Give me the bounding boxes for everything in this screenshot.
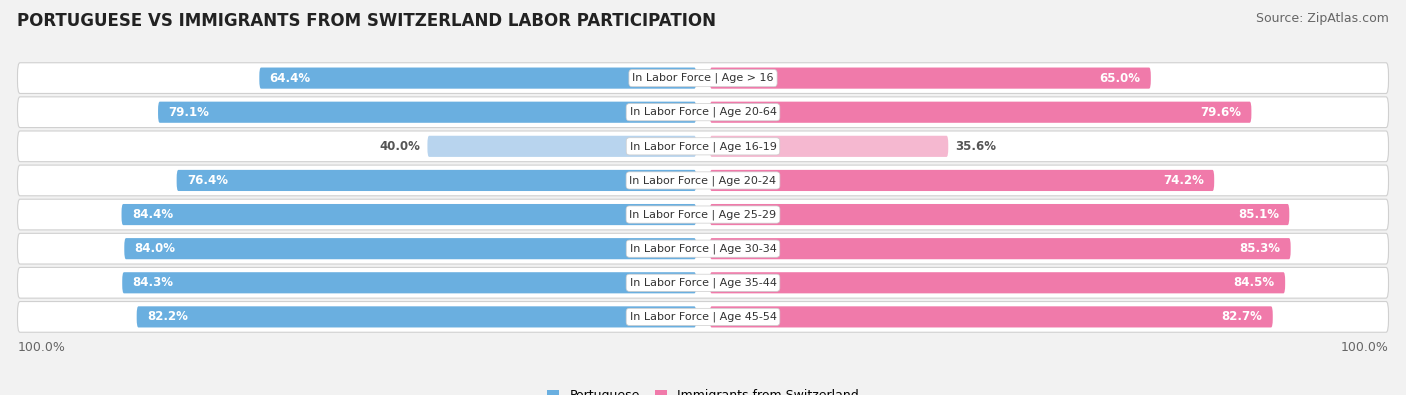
- Text: 64.4%: 64.4%: [270, 71, 311, 85]
- FancyBboxPatch shape: [710, 136, 948, 157]
- Text: 82.2%: 82.2%: [148, 310, 188, 324]
- Text: In Labor Force | Age 20-64: In Labor Force | Age 20-64: [630, 107, 776, 117]
- Text: In Labor Force | Age 45-54: In Labor Force | Age 45-54: [630, 312, 776, 322]
- FancyBboxPatch shape: [710, 170, 1215, 191]
- Text: 65.0%: 65.0%: [1099, 71, 1140, 85]
- FancyBboxPatch shape: [17, 97, 1389, 128]
- FancyBboxPatch shape: [122, 272, 696, 293]
- Text: 40.0%: 40.0%: [380, 140, 420, 153]
- FancyBboxPatch shape: [427, 136, 696, 157]
- Text: 82.7%: 82.7%: [1222, 310, 1263, 324]
- FancyBboxPatch shape: [17, 199, 1389, 230]
- FancyBboxPatch shape: [17, 301, 1389, 332]
- Text: 84.0%: 84.0%: [135, 242, 176, 255]
- Text: 100.0%: 100.0%: [1340, 341, 1389, 354]
- FancyBboxPatch shape: [17, 233, 1389, 264]
- FancyBboxPatch shape: [710, 102, 1251, 123]
- FancyBboxPatch shape: [710, 204, 1289, 225]
- Text: In Labor Force | Age 16-19: In Labor Force | Age 16-19: [630, 141, 776, 152]
- FancyBboxPatch shape: [710, 307, 1272, 327]
- Text: PORTUGUESE VS IMMIGRANTS FROM SWITZERLAND LABOR PARTICIPATION: PORTUGUESE VS IMMIGRANTS FROM SWITZERLAN…: [17, 12, 716, 30]
- Text: In Labor Force | Age 25-29: In Labor Force | Age 25-29: [630, 209, 776, 220]
- FancyBboxPatch shape: [157, 102, 696, 123]
- Text: 35.6%: 35.6%: [955, 140, 997, 153]
- Text: 85.1%: 85.1%: [1237, 208, 1279, 221]
- FancyBboxPatch shape: [710, 238, 1291, 259]
- Text: In Labor Force | Age 30-34: In Labor Force | Age 30-34: [630, 243, 776, 254]
- FancyBboxPatch shape: [17, 131, 1389, 162]
- Text: 84.3%: 84.3%: [132, 276, 173, 289]
- Text: 79.6%: 79.6%: [1201, 106, 1241, 119]
- Text: 100.0%: 100.0%: [17, 341, 66, 354]
- FancyBboxPatch shape: [177, 170, 696, 191]
- FancyBboxPatch shape: [121, 204, 696, 225]
- Text: In Labor Force | Age 35-44: In Labor Force | Age 35-44: [630, 278, 776, 288]
- FancyBboxPatch shape: [710, 68, 1152, 89]
- Text: Source: ZipAtlas.com: Source: ZipAtlas.com: [1256, 12, 1389, 25]
- Legend: Portuguese, Immigrants from Switzerland: Portuguese, Immigrants from Switzerland: [541, 384, 865, 395]
- Text: 79.1%: 79.1%: [169, 106, 209, 119]
- FancyBboxPatch shape: [17, 267, 1389, 298]
- FancyBboxPatch shape: [17, 165, 1389, 196]
- Text: 76.4%: 76.4%: [187, 174, 228, 187]
- Text: In Labor Force | Age 20-24: In Labor Force | Age 20-24: [630, 175, 776, 186]
- Text: 85.3%: 85.3%: [1239, 242, 1281, 255]
- Text: 84.4%: 84.4%: [132, 208, 173, 221]
- FancyBboxPatch shape: [17, 63, 1389, 94]
- FancyBboxPatch shape: [124, 238, 696, 259]
- Text: 84.5%: 84.5%: [1233, 276, 1275, 289]
- FancyBboxPatch shape: [136, 307, 696, 327]
- Text: In Labor Force | Age > 16: In Labor Force | Age > 16: [633, 73, 773, 83]
- Text: 74.2%: 74.2%: [1163, 174, 1204, 187]
- FancyBboxPatch shape: [710, 272, 1285, 293]
- FancyBboxPatch shape: [259, 68, 696, 89]
